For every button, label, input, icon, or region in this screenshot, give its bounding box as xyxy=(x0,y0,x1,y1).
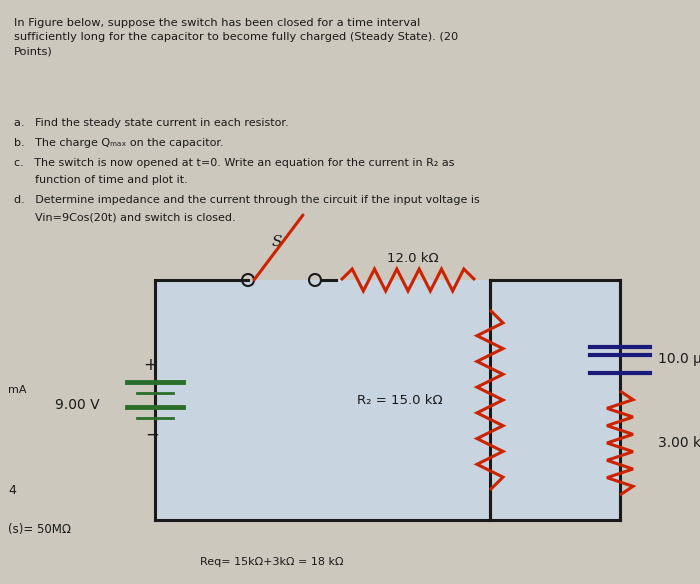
Text: c.   The switch is now opened at t=0. Write an equation for the current in R₂ as: c. The switch is now opened at t=0. Writ… xyxy=(14,158,454,168)
Text: Req= 15kΩ+3kΩ = 18 kΩ: Req= 15kΩ+3kΩ = 18 kΩ xyxy=(200,557,344,567)
Text: (s)= 50MΩ: (s)= 50MΩ xyxy=(8,523,71,537)
Text: 12.0 kΩ: 12.0 kΩ xyxy=(387,252,439,265)
Text: a.   Find the steady state current in each resistor.: a. Find the steady state current in each… xyxy=(14,118,288,128)
Text: function of time and plot it.: function of time and plot it. xyxy=(14,175,188,185)
Text: 3.00 kΩ: 3.00 kΩ xyxy=(658,436,700,450)
Text: mA: mA xyxy=(8,385,27,395)
Bar xyxy=(155,280,490,520)
Text: −: − xyxy=(145,426,159,444)
Bar xyxy=(490,280,620,520)
Text: S: S xyxy=(272,235,281,249)
Text: 4: 4 xyxy=(8,484,16,496)
Text: In Figure below, suppose the switch has been closed for a time interval
sufficie: In Figure below, suppose the switch has … xyxy=(14,18,458,57)
Text: +: + xyxy=(143,356,157,374)
Text: Vin=9Cos(20t) and switch is closed.: Vin=9Cos(20t) and switch is closed. xyxy=(14,212,236,222)
Text: 9.00 V: 9.00 V xyxy=(55,398,100,412)
Text: R₂ = 15.0 kΩ: R₂ = 15.0 kΩ xyxy=(357,394,443,406)
Text: 10.0 μF: 10.0 μF xyxy=(658,352,700,366)
Text: d.   Determine impedance and the current through the circuit if the input voltag: d. Determine impedance and the current t… xyxy=(14,195,480,205)
Text: b.   The charge Qₘₐₓ on the capacitor.: b. The charge Qₘₐₓ on the capacitor. xyxy=(14,138,223,148)
